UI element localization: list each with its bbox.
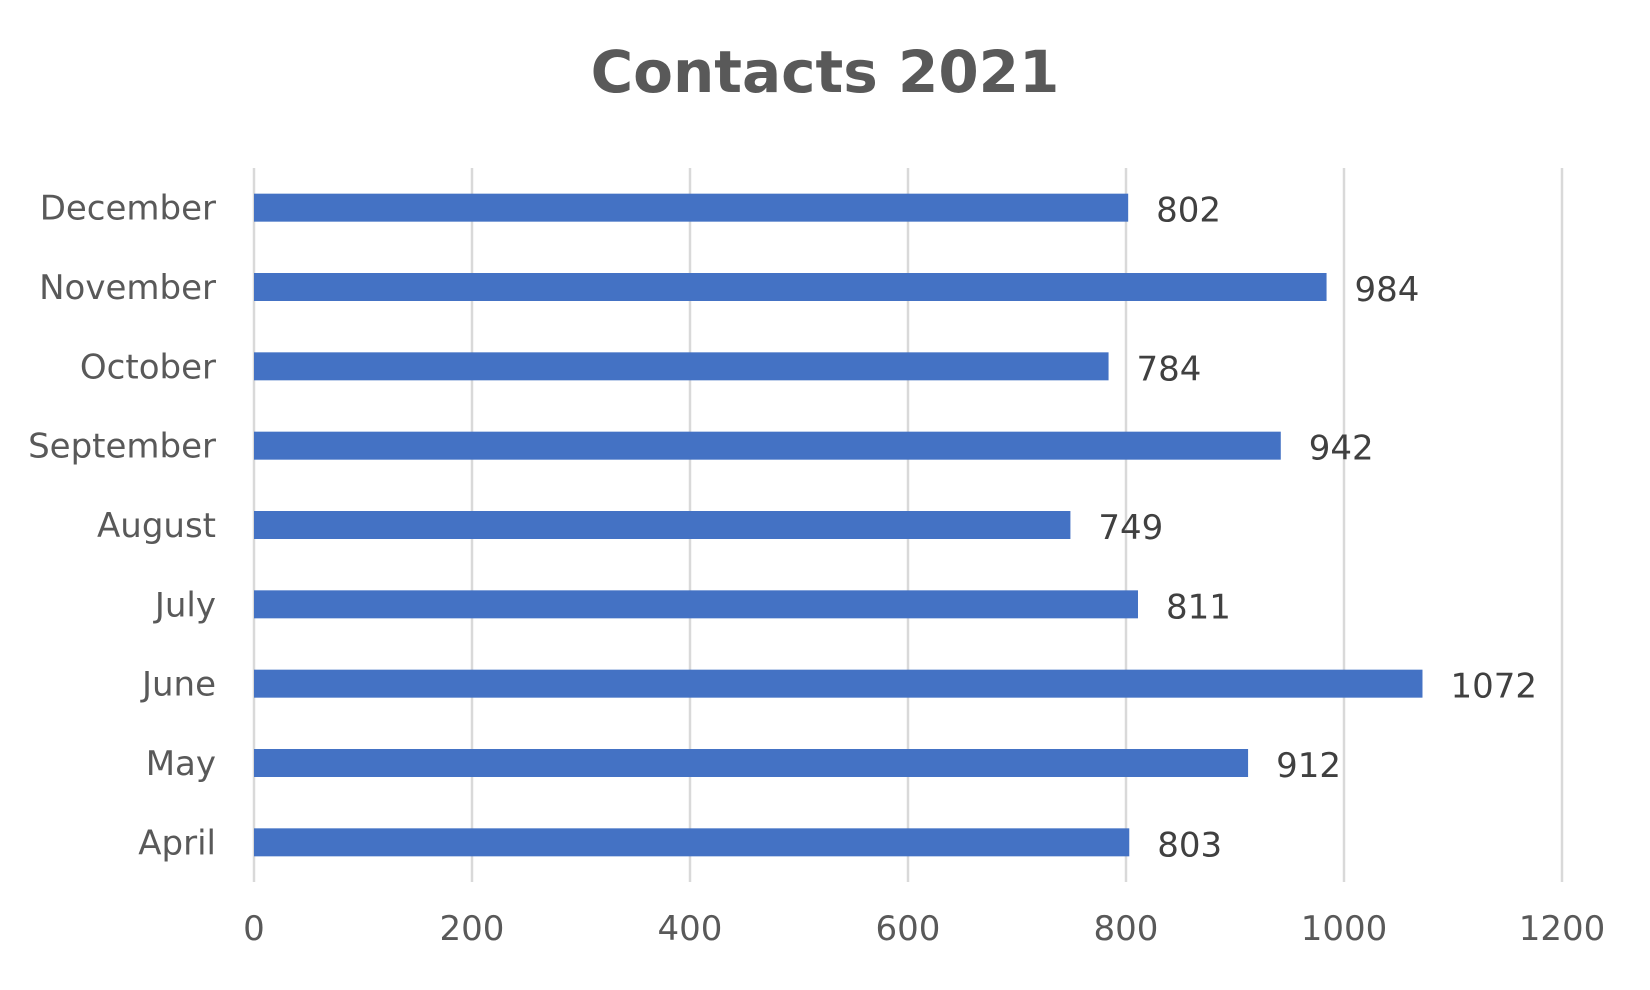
bar: [254, 352, 1109, 381]
x-tick-label: 600: [876, 909, 941, 949]
category-label: September: [28, 427, 216, 467]
category-labels: April May June July August September October No…: [28, 189, 216, 864]
category-label: August: [97, 506, 216, 546]
category-label: October: [80, 347, 216, 387]
data-label: 984: [1355, 270, 1420, 310]
bar: [254, 590, 1138, 619]
category-label: November: [39, 268, 216, 308]
bars: [254, 193, 1423, 857]
bar: [254, 511, 1071, 539]
data-label: 811: [1166, 587, 1231, 627]
category-label: May: [146, 744, 216, 784]
x-tick-label: 200: [440, 909, 505, 949]
data-label: 942: [1309, 429, 1374, 469]
category-label: June: [140, 665, 216, 705]
data-label: 749: [1098, 508, 1163, 548]
bar: [254, 669, 1423, 698]
category-label: July: [153, 585, 216, 625]
chart-title: Contacts 2021: [590, 38, 1060, 106]
data-label: 912: [1276, 746, 1341, 786]
data-label: 802: [1156, 191, 1221, 231]
x-tick-label: 1200: [1519, 909, 1606, 949]
x-tick-label: 400: [658, 909, 723, 949]
data-label: 784: [1137, 349, 1202, 389]
bar: [254, 193, 1129, 222]
bar: [254, 431, 1281, 460]
category-label: April: [138, 823, 216, 863]
data-label: 1072: [1450, 667, 1537, 707]
bar: [254, 273, 1327, 301]
category-label: December: [40, 189, 216, 229]
x-tick-labels: 0 200 400 600 800 1000 1200: [243, 909, 1605, 949]
x-tick-label: 800: [1094, 909, 1159, 949]
data-label: 803: [1157, 825, 1222, 865]
x-tick-label: 1000: [1301, 909, 1388, 949]
x-tick-label: 0: [243, 909, 265, 949]
bar: [254, 828, 1130, 857]
bar: [254, 749, 1249, 777]
